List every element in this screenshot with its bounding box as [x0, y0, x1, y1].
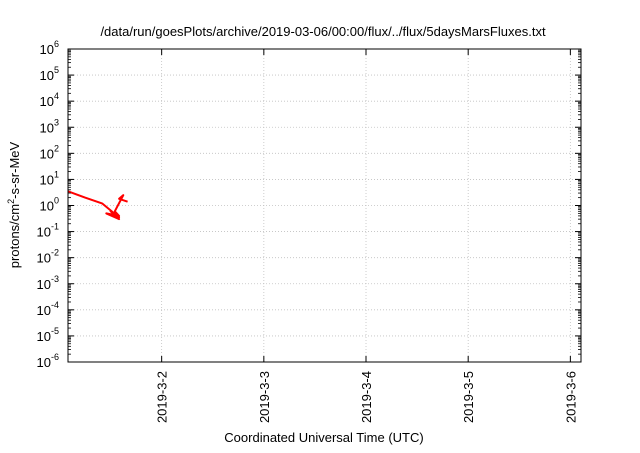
- y-tick-label: 104: [40, 91, 59, 109]
- y-tick-label-exponent: 5: [54, 65, 59, 75]
- x-tick-label: 2019-3-5: [461, 371, 476, 423]
- y-axis-label-superscript: 2: [6, 199, 16, 204]
- grid-lines: [68, 49, 581, 362]
- y-tick-label: 10-6: [37, 352, 59, 370]
- y-tick-label-exponent: 6: [54, 39, 59, 49]
- x-axis-label: Coordinated Universal Time (UTC): [224, 430, 423, 445]
- x-tick-label: 2019-3-3: [257, 371, 272, 423]
- y-axis-label-rest: -s-sr-MeV: [7, 141, 22, 198]
- chart-title: /data/run/goesPlots/archive/2019-03-06/0…: [100, 24, 546, 39]
- y-axis-label-base: protons/cm: [7, 204, 22, 268]
- y-tick-label-exponent: -1: [51, 222, 59, 232]
- y-tick-label: 10-1: [37, 222, 59, 240]
- y-tick-label: 100: [40, 196, 59, 214]
- series-line: [67, 190, 128, 221]
- y-tick-label-base: 10: [37, 251, 51, 266]
- y-tick-label-base: 10: [40, 120, 54, 135]
- data-series: [67, 190, 128, 221]
- y-tick-label-base: 10: [40, 68, 54, 83]
- x-axis-ticks: 2019-3-2 2019-3-3 2019-3-4 2019-3-5 2019-3-6: [155, 49, 578, 423]
- y-tick-label-exponent: -3: [51, 274, 59, 284]
- y-tick-label-exponent: 0: [54, 196, 59, 206]
- y-tick-label-base: 10: [37, 355, 51, 370]
- y-tick-label-base: 10: [40, 146, 54, 161]
- y-tick-label-exponent: -6: [51, 352, 59, 362]
- y-tick-label-base: 10: [40, 94, 54, 109]
- y-tick-label: 102: [40, 143, 59, 161]
- y-tick-label-base: 10: [37, 303, 51, 318]
- y-tick-label: 10-5: [37, 326, 59, 344]
- y-tick-label-exponent: 2: [54, 143, 59, 153]
- x-tick-label: 2019-3-6: [563, 371, 578, 423]
- y-tick-label: 105: [40, 65, 59, 83]
- y-tick-label-exponent: 4: [54, 91, 59, 101]
- y-tick-label: 10-4: [37, 300, 59, 318]
- y-tick-label-base: 10: [40, 199, 54, 214]
- x-tick-label: 2019-3-4: [359, 371, 374, 423]
- y-tick-label-exponent: -4: [51, 300, 59, 310]
- y-tick-label: 106: [40, 39, 59, 57]
- y-tick-label-exponent: -5: [51, 326, 59, 336]
- y-axis-ticks: 10-610-510-410-310-210-11001011021031041…: [37, 39, 581, 370]
- y-tick-label-base: 10: [37, 225, 51, 240]
- y-tick-label-base: 10: [37, 277, 51, 292]
- y-tick-label-exponent: 1: [54, 169, 59, 179]
- y-tick-label: 10-3: [37, 274, 59, 292]
- y-tick-label: 103: [40, 117, 59, 135]
- y-tick-label-base: 10: [37, 329, 51, 344]
- x-tick-label: 2019-3-2: [155, 371, 170, 423]
- y-tick-label: 10-2: [37, 248, 59, 266]
- y-tick-label-base: 10: [40, 42, 54, 57]
- y-tick-label-base: 10: [40, 172, 54, 187]
- y-tick-label-exponent: -2: [51, 248, 59, 258]
- y-tick-label-exponent: 3: [54, 117, 59, 127]
- y-axis-label: protons/cm2-s-sr-MeV: [6, 141, 22, 268]
- y-tick-label: 101: [40, 169, 59, 187]
